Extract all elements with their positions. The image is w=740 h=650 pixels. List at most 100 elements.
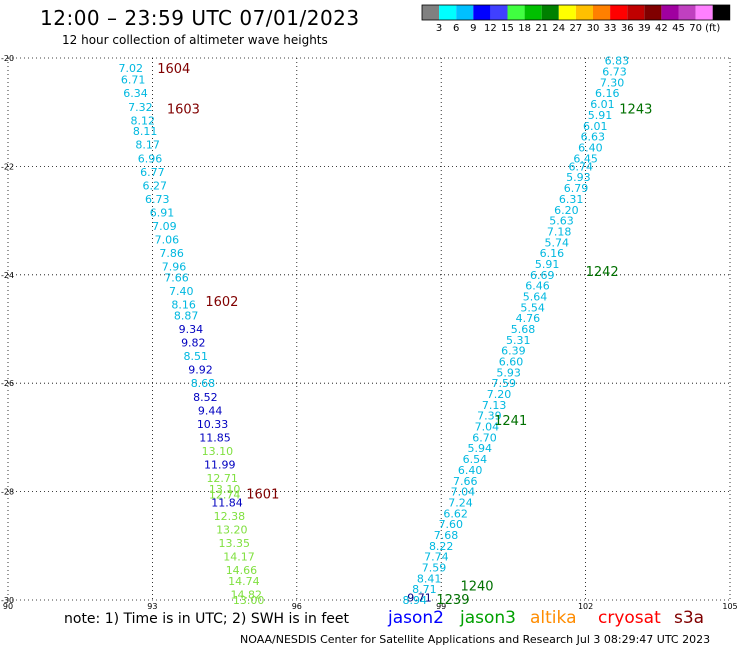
wave-height-label: 7.20 xyxy=(487,388,512,401)
wave-height-label: 5.68 xyxy=(511,323,536,336)
legend-jason2: jason2 xyxy=(388,608,444,628)
wave-height-label: 5.63 xyxy=(549,215,574,228)
wave-height-label: 7.59 xyxy=(492,377,517,390)
pass-time-label: 1602 xyxy=(205,295,238,310)
wave-height-label: 7.18 xyxy=(547,225,572,238)
pass-time-label: 1242 xyxy=(586,265,619,280)
wave-height-label: 6.77 xyxy=(140,166,165,179)
wave-height-label: 5.74 xyxy=(544,236,569,249)
colorbar-swatch xyxy=(575,5,593,20)
y-tick-label: -30 xyxy=(1,596,14,605)
chart-title: 12:00 – 23:59 UTC 07/01/2023 xyxy=(40,6,360,30)
x-tick-label: 105 xyxy=(722,602,737,611)
legend-s3a: s3a xyxy=(674,608,705,628)
wave-height-label: 6.62 xyxy=(443,507,468,520)
colorbar-label: 24 xyxy=(552,23,565,34)
wave-height-label: 5.91 xyxy=(588,109,613,122)
wave-height-label: 5.94 xyxy=(467,442,492,455)
wave-height-label: 6.83 xyxy=(605,55,630,68)
wave-height-label: 9.82 xyxy=(181,337,206,350)
wave-height-label: 5.31 xyxy=(506,334,531,347)
wave-height-label: 7.32 xyxy=(128,101,153,114)
wave-height-label: 8.87 xyxy=(174,309,199,322)
wave-height-label: 8.94 xyxy=(402,594,427,607)
y-tick-label: -20 xyxy=(1,54,14,63)
wave-height-label: 13.10 xyxy=(202,445,234,458)
wave-height-label: 6.73 xyxy=(602,66,627,79)
wave-height-label: 6.39 xyxy=(501,345,526,358)
pass-time-label: 1241 xyxy=(494,414,527,429)
wave-height-label: 12.74 xyxy=(209,488,241,501)
wave-height-label: 14.82 xyxy=(231,589,263,602)
wave-height-label: 14.17 xyxy=(223,551,255,564)
wave-height-label: 7.96 xyxy=(162,261,187,274)
wave-height-label: 7.66 xyxy=(453,475,478,488)
wave-height-label: 13.10 xyxy=(209,483,241,496)
pass-time-label: 1601 xyxy=(246,487,279,502)
wave-height-label: 8.16 xyxy=(171,299,196,312)
wave-height-label: 5.91 xyxy=(535,258,560,271)
x-tick-label: 96 xyxy=(292,602,302,611)
wave-height-label: 8.51 xyxy=(183,350,208,363)
colorbar-label: 6 xyxy=(453,23,459,34)
wave-height-label: 7.74 xyxy=(424,551,449,564)
x-tick-label: 102 xyxy=(578,602,593,611)
wave-height-label: 13.35 xyxy=(218,537,250,550)
colorbar-label: 12 xyxy=(484,23,497,34)
wave-height-label: 7.40 xyxy=(169,285,194,298)
wave-height-label: 8.68 xyxy=(191,377,216,390)
colorbar-label: 36 xyxy=(621,23,634,34)
wave-height-label: 13.00 xyxy=(233,594,265,607)
colorbar-label: 30 xyxy=(587,23,600,34)
colorbar-label: 27 xyxy=(570,23,583,34)
x-tick-label: 99 xyxy=(436,602,446,611)
wave-height-label: 6.31 xyxy=(559,193,584,206)
wave-height-label: 8.12 xyxy=(131,114,156,127)
wave-height-label: 9.44 xyxy=(198,404,223,417)
colorbar-swatch xyxy=(524,5,542,20)
wave-height-label: 6.79 xyxy=(564,182,589,195)
colorbar-label: 9 xyxy=(470,23,476,34)
wave-height-label: 11.99 xyxy=(204,459,236,472)
colorbar-swatch xyxy=(695,5,713,20)
y-tick-label: -24 xyxy=(1,271,14,280)
colorbar-label: 70 xyxy=(689,23,702,34)
wave-height-label: 5.64 xyxy=(523,290,548,303)
colorbar-swatch xyxy=(422,5,440,20)
wave-height-label: 6.40 xyxy=(458,464,483,477)
wave-height-label: 6.01 xyxy=(590,98,615,111)
pass-time-label: 1603 xyxy=(167,102,200,117)
colorbar-swatch xyxy=(490,5,508,20)
colorbar-swatch xyxy=(644,5,662,20)
colorbar-label: 39 xyxy=(638,23,651,34)
colorbar-swatch xyxy=(610,5,628,20)
wave-height-label: 7.02 xyxy=(118,62,143,75)
wave-height-label: 7.24 xyxy=(448,496,473,509)
y-tick-label: -28 xyxy=(1,488,14,497)
colorbar-swatch xyxy=(627,5,645,20)
wave-height-label: 6.01 xyxy=(583,120,608,133)
wave-height-label: 7.04 xyxy=(475,421,500,434)
wave-height-label: 4.76 xyxy=(516,312,541,325)
pass-time-label: 1239 xyxy=(436,593,469,608)
wave-height-label: 8.17 xyxy=(135,139,160,152)
wave-height-label: 12.71 xyxy=(206,472,238,485)
wave-height-label: 11.85 xyxy=(199,431,231,444)
colorbar-label: 42 xyxy=(655,23,668,34)
wave-height-label: 6.71 xyxy=(121,74,146,87)
wave-height-label: 5.54 xyxy=(520,301,545,314)
wave-height-label: 9.34 xyxy=(179,323,204,336)
colorbar-swatch xyxy=(678,5,696,20)
legend-altika: altika xyxy=(530,608,577,628)
wave-height-label: 7.30 xyxy=(600,76,625,89)
wave-height-label: 6.45 xyxy=(573,152,598,165)
wave-height-label: 7.39 xyxy=(477,410,502,423)
colorbar-label: 33 xyxy=(604,23,617,34)
wave-height-label: 6.70 xyxy=(472,431,497,444)
wave-height-label: 7.09 xyxy=(152,220,177,233)
wave-height-label: 14.74 xyxy=(228,575,260,588)
wave-height-label: 6.16 xyxy=(595,87,620,100)
x-tick-label: 93 xyxy=(147,602,157,611)
wave-height-label: 6.46 xyxy=(525,280,550,293)
colorbar-label: 21 xyxy=(535,23,548,34)
